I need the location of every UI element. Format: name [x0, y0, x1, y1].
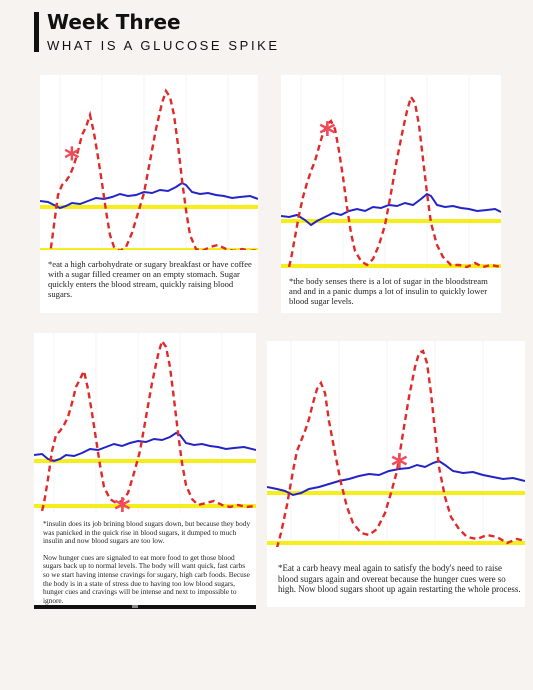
caption-paragraph: *insulin does its job brining blood suga…	[43, 519, 251, 546]
glucose-graph-4: *	[267, 341, 525, 547]
glucose-line	[49, 88, 258, 250]
progress-bar	[34, 605, 256, 609]
glucose-panel-3: * *insulin does its job brining blood su…	[34, 333, 256, 609]
asterisk-icon: *	[391, 447, 408, 485]
insulin-line	[40, 181, 258, 210]
asterisk-icon: *	[319, 115, 336, 153]
insulin-line	[281, 192, 501, 227]
glucose-graph-2: *	[281, 75, 501, 270]
glucose-panel-2: * *the body senses there is a lot of sug…	[281, 75, 501, 313]
panel-3-caption: *insulin does its job brining blood suga…	[43, 519, 253, 613]
insulin-line	[267, 459, 525, 497]
header-accent-bar	[34, 12, 39, 52]
caption-paragraph: *eat a high carbohydrate or sugary break…	[48, 259, 252, 300]
progress-indicator	[132, 605, 138, 608]
glucose-line	[40, 338, 256, 513]
asterisk-icon: *	[64, 142, 80, 177]
insulin-line	[34, 431, 256, 463]
panel-1-caption: *eat a high carbohydrate or sugary break…	[48, 259, 254, 308]
glucose-panel-1: * *eat a high carbohydrate or sugary bre…	[40, 75, 258, 313]
asterisk-icon: *	[114, 491, 131, 513]
caption-paragraph: *Eat a carb heavy meal again to satisfy …	[278, 563, 521, 594]
panel-2-caption: *the body senses there is a lot of sugar…	[289, 276, 497, 314]
page-title: Week Three	[47, 10, 181, 34]
panel-4-caption: *Eat a carb heavy meal again to satisfy …	[278, 563, 522, 603]
glucose-line	[287, 94, 501, 270]
caption-paragraph: *the body senses there is a lot of sugar…	[289, 276, 488, 307]
glucose-graph-1: *	[40, 75, 258, 250]
page-subtitle: WHAT IS A GLUCOSE SPIKE	[47, 38, 280, 53]
glucose-panel-4: * *Eat a carb heavy meal again to satisf…	[267, 341, 525, 607]
glucose-graph-3: *	[34, 333, 256, 513]
caption-paragraph: Now hunger cues are signaled to eat more…	[43, 552, 250, 605]
glucose-line	[275, 349, 525, 547]
